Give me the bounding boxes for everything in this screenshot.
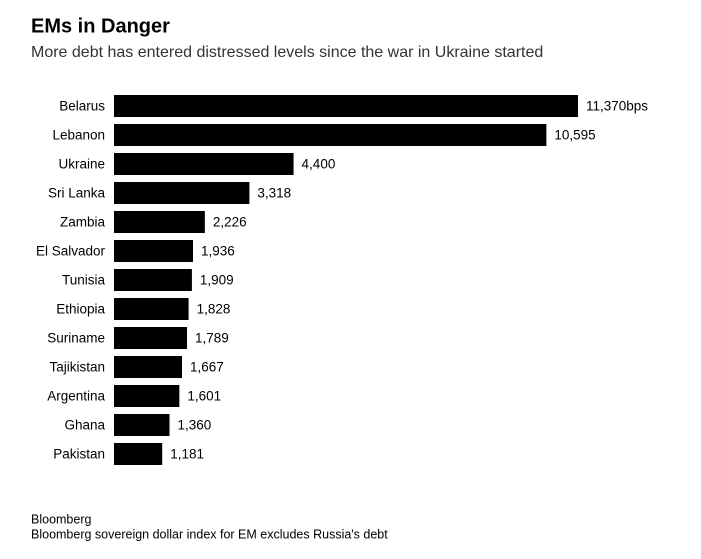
bar <box>114 298 189 320</box>
value-label: 1,601 <box>187 389 221 404</box>
category-label: Lebanon <box>52 128 105 143</box>
bar <box>114 443 163 465</box>
value-label: 1,667 <box>190 360 224 375</box>
category-label: Argentina <box>47 389 105 404</box>
note: Bloomberg sovereign dollar index for EM … <box>31 527 388 541</box>
bar <box>114 124 547 146</box>
category-label: Tajikistan <box>49 360 105 375</box>
value-label: 1,360 <box>178 418 212 433</box>
value-label: 1,909 <box>200 273 234 288</box>
value-label: 2,226 <box>213 215 247 230</box>
bar <box>114 95 578 117</box>
value-label: 1,789 <box>195 331 229 346</box>
bar <box>114 211 205 233</box>
bar <box>114 269 192 291</box>
category-label: Ukraine <box>58 157 105 172</box>
value-label: 1,936 <box>201 244 235 259</box>
source: Bloomberg <box>31 512 91 526</box>
category-label: El Salvador <box>36 244 106 259</box>
value-label: 3,318 <box>257 186 291 201</box>
category-label: Pakistan <box>53 447 105 462</box>
category-label: Ghana <box>64 418 105 433</box>
value-label: 10,595 <box>554 128 595 143</box>
bar <box>114 385 180 407</box>
bar <box>114 414 170 436</box>
bar <box>114 356 183 378</box>
value-label: 1,828 <box>197 302 231 317</box>
bar <box>114 240 194 262</box>
category-label: Suriname <box>47 331 105 346</box>
category-label: Belarus <box>59 99 105 114</box>
category-label: Tunisia <box>62 273 106 288</box>
value-label: 1,181 <box>170 447 204 462</box>
category-label: Sri Lanka <box>48 186 106 201</box>
bar <box>114 153 294 175</box>
category-label: Ethiopia <box>56 302 105 317</box>
category-label: Zambia <box>60 215 106 230</box>
chart-title: EMs in Danger <box>31 15 170 37</box>
chart-subtitle: More debt has entered distressed levels … <box>31 44 543 61</box>
value-label: 11,370bps <box>586 99 648 114</box>
bar <box>114 327 188 349</box>
value-label: 4,400 <box>302 157 336 172</box>
bar <box>114 182 250 204</box>
